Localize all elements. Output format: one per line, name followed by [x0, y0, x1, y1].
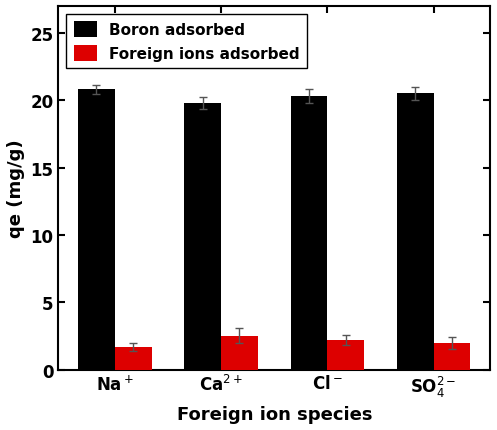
Bar [221, 336, 258, 370]
Legend: Boron adsorbed, Foreign ions adsorbed: Boron adsorbed, Foreign ions adsorbed [66, 15, 307, 69]
Bar [115, 347, 152, 370]
Bar [434, 343, 471, 370]
Bar [328, 340, 364, 370]
Bar [78, 90, 115, 370]
Bar [184, 104, 221, 370]
Y-axis label: qe (mg/g): qe (mg/g) [7, 139, 25, 237]
Bar [291, 97, 328, 370]
Bar [397, 94, 434, 370]
X-axis label: Foreign ion species: Foreign ion species [176, 405, 372, 423]
